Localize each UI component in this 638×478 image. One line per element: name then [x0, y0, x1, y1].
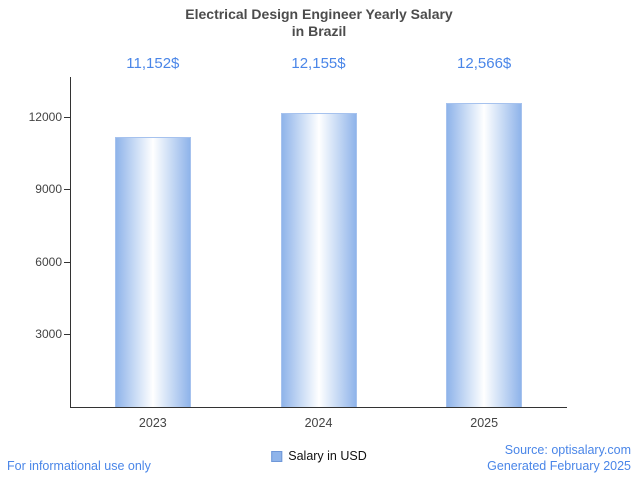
y-tick-label: 12000	[28, 109, 62, 124]
value-label: 12,155$	[291, 55, 346, 72]
chart-title: Electrical Design Engineer Yearly Salary…	[0, 6, 638, 40]
y-tick-mark	[64, 189, 70, 191]
source-link[interactable]: Source: optisalary.com	[504, 443, 631, 457]
bar[interactable]	[280, 113, 357, 407]
y-tick-label: 3000	[35, 327, 62, 342]
legend-swatch-icon	[271, 450, 283, 462]
x-tick-label: 2023	[138, 416, 167, 430]
source-block: Source: optisalary.com Generated Februar…	[487, 442, 631, 474]
y-tick-mark	[64, 116, 70, 118]
bar[interactable]	[114, 137, 191, 407]
disclaimer-text: For informational use only	[7, 459, 151, 473]
y-tick-label: 9000	[35, 182, 62, 197]
chart-title-line1: Electrical Design Engineer Yearly Salary	[185, 6, 453, 22]
chart-legend: Salary in USD	[271, 449, 367, 463]
value-label: 11,152$	[126, 55, 180, 72]
x-axis	[70, 407, 567, 408]
y-tick-label: 6000	[35, 254, 62, 269]
chart-title-line2: in Brazil	[291, 23, 347, 39]
x-tick-label: 2024	[304, 416, 333, 430]
legend-label: Salary in USD	[288, 449, 367, 463]
bar[interactable]	[446, 103, 523, 407]
x-tick-label: 2025	[470, 416, 499, 430]
generated-date-text: Generated February 2025	[487, 459, 631, 473]
y-axis	[70, 77, 71, 407]
y-tick-mark	[64, 261, 70, 263]
value-label: 12,566$	[457, 55, 512, 72]
y-tick-mark	[64, 334, 70, 336]
